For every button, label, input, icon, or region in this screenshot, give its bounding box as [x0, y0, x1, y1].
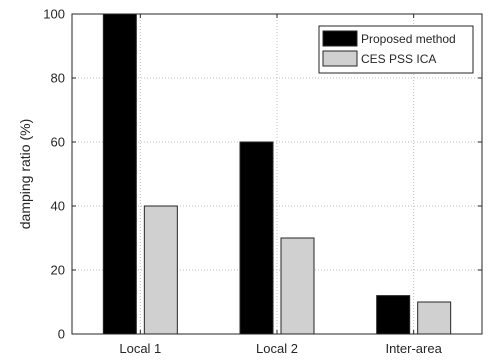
ticks: 0 20 40 60 80 100 Local 1 Local 2 Inter-area — [43, 7, 482, 356]
y-tick-label: 0 — [58, 327, 65, 342]
legend-swatch-ces-pss-ica — [322, 50, 358, 67]
y-tick-label: 20 — [51, 263, 65, 278]
y-tick-label: 80 — [51, 71, 65, 86]
legend-label-ces-pss-ica: CES PSS ICA — [361, 52, 436, 66]
bar-ces-pss-ica-0 — [143, 205, 178, 335]
bar-ces-pss-ica-1 — [280, 237, 315, 335]
bar-proposed-method-1 — [239, 141, 274, 335]
x-tick-label: Inter-area — [385, 341, 442, 356]
y-tick-label: 100 — [43, 7, 65, 22]
y-tick-label: 40 — [51, 199, 65, 214]
y-axis-title: damping ratio (%) — [17, 119, 33, 230]
legend-swatch-proposed-method — [322, 30, 358, 47]
legend-label-proposed-method: Proposed method — [361, 32, 456, 46]
bars — [102, 13, 452, 335]
x-tick-label: Local 1 — [119, 341, 161, 356]
y-tick-label: 60 — [51, 135, 65, 150]
x-tick-label: Local 2 — [256, 341, 298, 356]
bar-ces-pss-ica-2 — [417, 301, 452, 335]
bar-proposed-method-2 — [376, 295, 411, 335]
grid — [72, 14, 482, 334]
bar-proposed-method-0 — [102, 13, 137, 335]
legend: Proposed method CES PSS ICA — [318, 25, 474, 74]
